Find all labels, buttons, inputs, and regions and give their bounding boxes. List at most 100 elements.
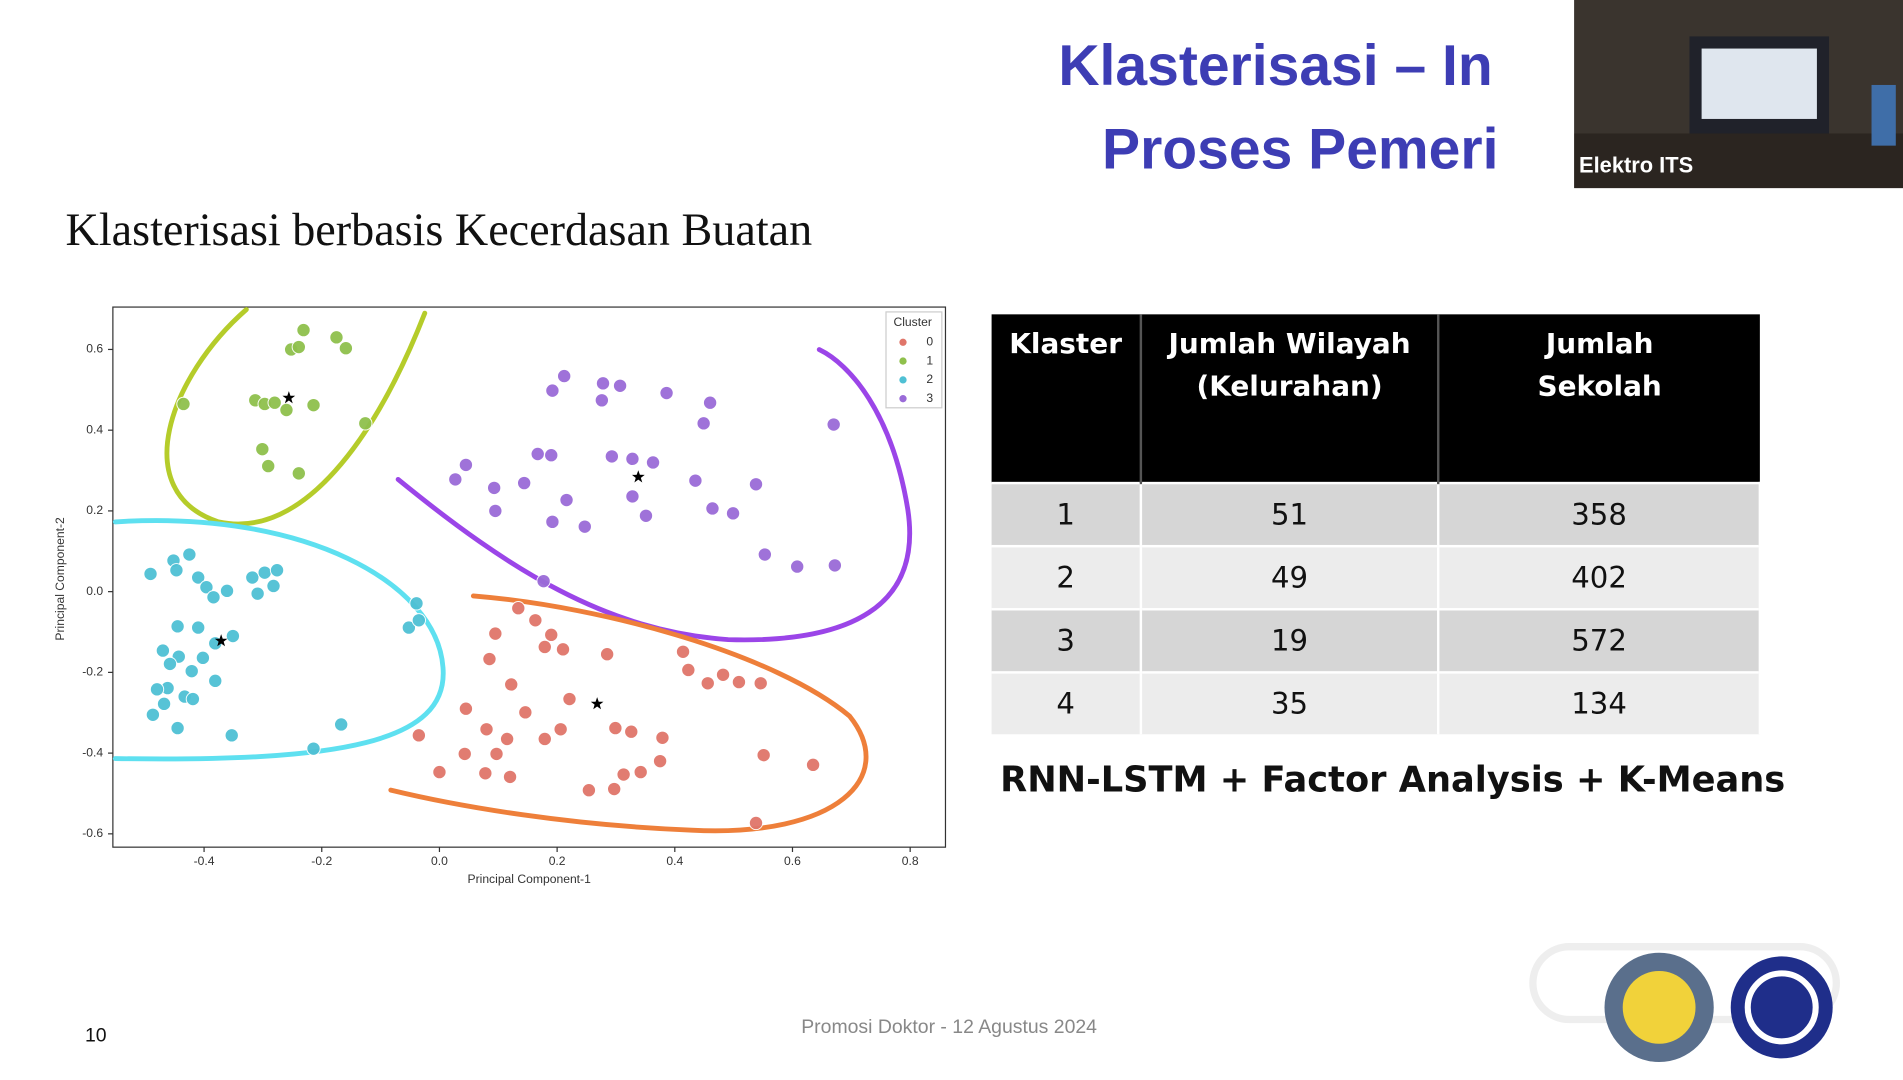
x-tick-label: 0.4 [666, 854, 683, 868]
scatter-point [655, 730, 670, 745]
scatter-point [544, 448, 559, 463]
slide-title: Klasterisasi – In [1058, 32, 1493, 98]
table-row: 2 49 402 [991, 544, 1762, 610]
scatter-point [401, 620, 417, 635]
scatter-point [675, 644, 691, 659]
centroid [631, 470, 645, 483]
x-tick-label: 0.8 [902, 854, 919, 868]
scatter-point [638, 508, 654, 523]
scatter-point [499, 731, 515, 747]
scatter-point [790, 559, 805, 574]
scatter-point [518, 705, 533, 720]
x-tick-label: 0.2 [549, 854, 566, 868]
scatter-point [255, 441, 270, 457]
scatter-point [577, 519, 592, 534]
scatter-point [432, 764, 447, 780]
scatter-point [448, 472, 463, 487]
x-tick-label: 0.0 [431, 854, 448, 868]
table-row: 4 35 134 [991, 671, 1762, 735]
scatter-point [306, 741, 321, 756]
scatter-point [633, 764, 648, 780]
scatter-point [624, 724, 639, 739]
scatter-point [511, 601, 526, 616]
scatter-point [291, 466, 306, 481]
banner [1871, 84, 1896, 146]
table-row: 1 51 358 [991, 481, 1762, 547]
scatter-point [488, 503, 503, 519]
x-tick-label: -0.4 [194, 854, 215, 868]
scatter-point [176, 396, 191, 412]
scatter-point [225, 628, 241, 644]
slide-title: Proses Pemeri [1102, 116, 1499, 181]
scatter-point [489, 746, 504, 762]
scatter-point [545, 514, 560, 529]
scatter-point [162, 656, 178, 672]
scatter-point [659, 385, 674, 401]
video-scene [1574, 0, 1903, 189]
scatter-point [269, 563, 285, 578]
legend-marker [899, 357, 907, 365]
its-logo-center [1622, 970, 1696, 1044]
scatter-point [329, 330, 344, 345]
legend [885, 311, 943, 409]
scatter-point [557, 368, 572, 384]
table-body: 1 51 358 2 49 402 3 19 572 4 35 134 [991, 481, 1762, 735]
table-cell: 19 [1140, 608, 1440, 673]
scatter-point [185, 691, 201, 707]
y-axis-label: Principal Component-2 [53, 517, 67, 641]
centroid [590, 697, 604, 710]
scatter-point [537, 639, 552, 655]
scatter-point [612, 378, 628, 393]
table-cell: 3 [991, 608, 1143, 673]
cluster-boundary [388, 593, 869, 834]
scatter-point [725, 506, 741, 521]
scatter-point [182, 547, 197, 562]
table-cell: 49 [1140, 544, 1440, 610]
scatter-point [608, 720, 623, 736]
scatter-point [559, 492, 574, 508]
table-cell: 4 [991, 671, 1143, 735]
centroid [214, 634, 228, 647]
scatter-point [595, 376, 611, 391]
scatter-point [700, 676, 715, 691]
scatter-point [616, 767, 631, 782]
scatter-point [581, 783, 597, 798]
scatter-point [245, 570, 260, 585]
legend-label: 1 [926, 353, 933, 367]
table-cell: 1 [991, 481, 1143, 547]
cluster-boundary [112, 518, 446, 762]
scatter-point [279, 402, 294, 418]
scatter-chart: Principal Component-1 Principal Componen… [53, 306, 947, 886]
x-tick-label: 0.6 [784, 854, 801, 868]
scatter-point [208, 673, 223, 689]
scatter-point [504, 677, 519, 692]
scatter-point [478, 766, 493, 781]
scatter-point [544, 627, 559, 642]
scatter-point [334, 717, 349, 732]
scatter-point [409, 596, 424, 611]
scatter-point [458, 457, 474, 473]
legend-marker [899, 395, 907, 403]
scatter-point [502, 769, 518, 785]
scatter-point [827, 558, 843, 573]
scatter-point [296, 322, 311, 338]
scatter-point [688, 473, 703, 488]
scatter-point [696, 416, 711, 431]
scatter-point [358, 416, 373, 431]
table-header: Jumlah Sekolah [1438, 314, 1760, 484]
legend-marker [899, 376, 907, 384]
data-table: Klaster Jumlah Wilayah (Kelurahan) Jumla… [991, 314, 1762, 735]
x-tick-label: -0.2 [311, 854, 332, 868]
scatter-point [199, 580, 214, 595]
scatter-point [458, 701, 474, 716]
scatter-point [479, 722, 494, 737]
table [1574, 133, 1903, 189]
scatter-point [170, 619, 185, 634]
elektro-logo-ring [1744, 970, 1819, 1045]
scatter-point [805, 757, 821, 772]
footer: Promosi Doktor - 12 Agustus 2024 [801, 1017, 1097, 1038]
scatter-point [306, 397, 321, 413]
table-cell: 35 [1140, 671, 1440, 735]
legend-title: Cluster [893, 315, 931, 329]
legend-label: 3 [926, 391, 933, 405]
